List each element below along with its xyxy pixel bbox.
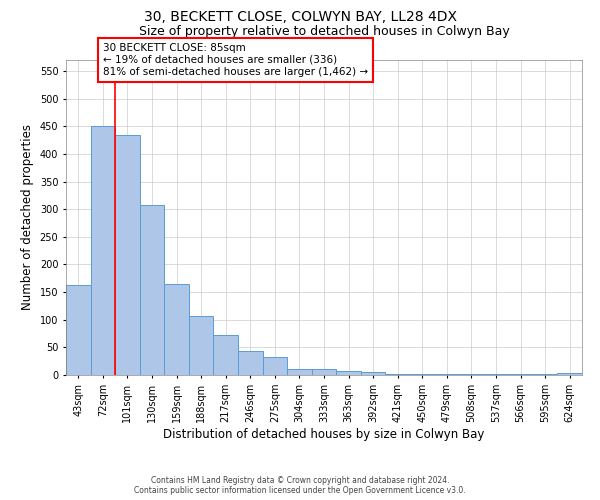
Text: Contains HM Land Registry data © Crown copyright and database right 2024.
Contai: Contains HM Land Registry data © Crown c… bbox=[134, 476, 466, 495]
Text: 30 BECKETT CLOSE: 85sqm
← 19% of detached houses are smaller (336)
81% of semi-d: 30 BECKETT CLOSE: 85sqm ← 19% of detache… bbox=[103, 44, 368, 76]
Bar bbox=[91, 126, 115, 375]
Bar bbox=[164, 284, 189, 375]
Bar bbox=[410, 374, 434, 375]
Bar bbox=[115, 134, 140, 375]
Y-axis label: Number of detached properties: Number of detached properties bbox=[21, 124, 34, 310]
Bar bbox=[557, 373, 582, 375]
X-axis label: Distribution of detached houses by size in Colwyn Bay: Distribution of detached houses by size … bbox=[163, 428, 485, 440]
Bar bbox=[287, 370, 312, 375]
Bar bbox=[66, 285, 91, 375]
Bar bbox=[214, 334, 238, 375]
Bar bbox=[434, 374, 459, 375]
Bar bbox=[336, 370, 361, 375]
Bar bbox=[312, 370, 336, 375]
Bar bbox=[508, 374, 533, 375]
Bar bbox=[533, 374, 557, 375]
Bar bbox=[385, 374, 410, 375]
Bar bbox=[263, 358, 287, 375]
Bar bbox=[484, 374, 508, 375]
Bar bbox=[238, 350, 263, 375]
Bar bbox=[140, 206, 164, 375]
Text: 30, BECKETT CLOSE, COLWYN BAY, LL28 4DX: 30, BECKETT CLOSE, COLWYN BAY, LL28 4DX bbox=[143, 10, 457, 24]
Title: Size of property relative to detached houses in Colwyn Bay: Size of property relative to detached ho… bbox=[139, 25, 509, 38]
Bar bbox=[361, 372, 385, 375]
Bar bbox=[459, 374, 484, 375]
Bar bbox=[189, 316, 214, 375]
